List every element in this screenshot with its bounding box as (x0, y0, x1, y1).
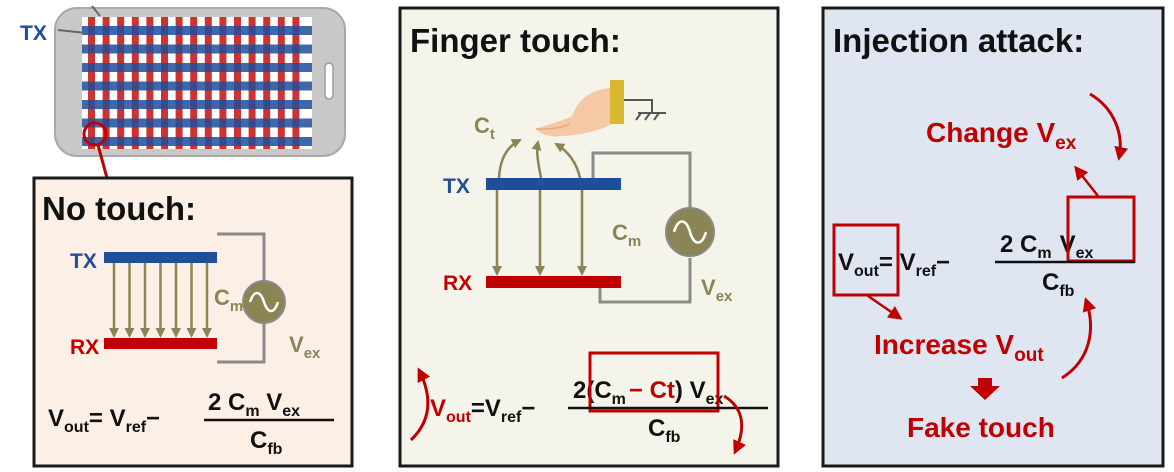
change-vex-label: Change Vex (926, 117, 1077, 154)
zoom-line (96, 144, 109, 179)
finger-rx-electrode (486, 276, 621, 288)
no-touch-tx-label: TX (70, 250, 97, 273)
tx-strip (82, 100, 312, 109)
change-curved-arrow (1089, 92, 1129, 161)
no-touch-field-arrows (109, 263, 212, 338)
zoom-circle (82, 121, 108, 147)
injection-formula: Vout= Vref− 2 Cm Vex Cfb (832, 195, 1136, 300)
phone-side-button (324, 62, 334, 100)
tx-pointer-line (57, 29, 87, 34)
vout-up-arrow (409, 367, 431, 442)
finger-ac-source (665, 207, 715, 257)
finger-ground-cuff (610, 80, 624, 124)
svg-text:Cfb: Cfb (1042, 269, 1075, 300)
svg-text:Vout=Vref−: Vout=Vref− (430, 395, 535, 426)
no-touch-title: No touch: (42, 190, 196, 227)
increase-vout-label: Increase Vout (874, 329, 1044, 366)
ct-down-arrow (723, 394, 746, 455)
svg-text:Vout= Vref−: Vout= Vref− (48, 405, 160, 436)
finger-illustration (535, 80, 666, 137)
finger-tx-electrode (486, 178, 621, 190)
svg-text:Vout= Vref−: Vout= Vref− (838, 249, 950, 280)
injection-title: Injection attack: (833, 22, 1084, 59)
finger-touch-panel: Finger touch: Ct TX RX (398, 6, 780, 468)
finger-wire-bottom (598, 258, 692, 304)
tx-strip (82, 63, 312, 72)
fringing-field-arrows (497, 138, 582, 179)
finger-touch-title: Finger touch: (410, 22, 621, 59)
increase-curved-arrow (1061, 297, 1097, 380)
no-touch-vex: Vex (289, 332, 321, 362)
no-touch-rx-label: RX (70, 336, 99, 359)
no-touch-tx-electrode (104, 252, 217, 263)
svg-text:2 Cm Vex: 2 Cm Vex (208, 389, 300, 420)
finger-tx-label: TX (443, 175, 470, 198)
no-touch-wire (217, 232, 266, 284)
no-touch-frame (32, 176, 354, 468)
finger-ct: Ct (474, 113, 495, 143)
tx-strip (82, 118, 312, 128)
finger-wire (591, 151, 692, 208)
down-arrow-icon (970, 378, 1000, 400)
tx-pointer-line-top (91, 5, 101, 17)
svg-text:Cfb: Cfb (648, 415, 681, 446)
phone-tx-label: TX (20, 22, 47, 45)
tx-strip (82, 44, 312, 54)
no-touch-rx-electrode (104, 338, 217, 349)
no-touch-wire-bottom (217, 320, 266, 364)
fake-touch-label: Fake touch (907, 412, 1055, 443)
svg-text:Cfb: Cfb (250, 427, 283, 458)
electrode-grid (82, 17, 312, 149)
tx-strip (82, 81, 312, 91)
svg-text:2(Cm− Ct) Vex: 2(Cm − Ct) Vex (573, 377, 724, 408)
injection-panel: Injection attack: Change Vex Vout= Vref−… (821, 6, 1165, 468)
vout-pointer (867, 294, 903, 320)
phone-illustration: TX (20, 5, 346, 179)
change-pointer (1074, 165, 1099, 197)
finger-field-arrows (492, 190, 587, 276)
vout-highlight-box (832, 223, 900, 297)
no-touch-cm: Cm (214, 285, 243, 315)
finger-cm: Cm (612, 220, 641, 250)
finger-vex: Vex (701, 275, 733, 305)
tx-strip (82, 26, 312, 35)
ct-highlight-box (588, 351, 720, 413)
no-touch-formula: Vout= Vref− 2 Cm Vex Cfb (48, 389, 334, 458)
finger-formula: Vout=Vref− 2(Cm − Ct) Vex Cfb (409, 351, 768, 455)
injection-frame (821, 6, 1165, 468)
no-touch-panel: No touch: TX RX Cm Vex Vout= Vref− 2 Cm … (32, 176, 354, 468)
no-touch-ac-source (242, 280, 286, 324)
finger-rx-label: RX (443, 272, 472, 295)
tx-strip (82, 137, 312, 146)
